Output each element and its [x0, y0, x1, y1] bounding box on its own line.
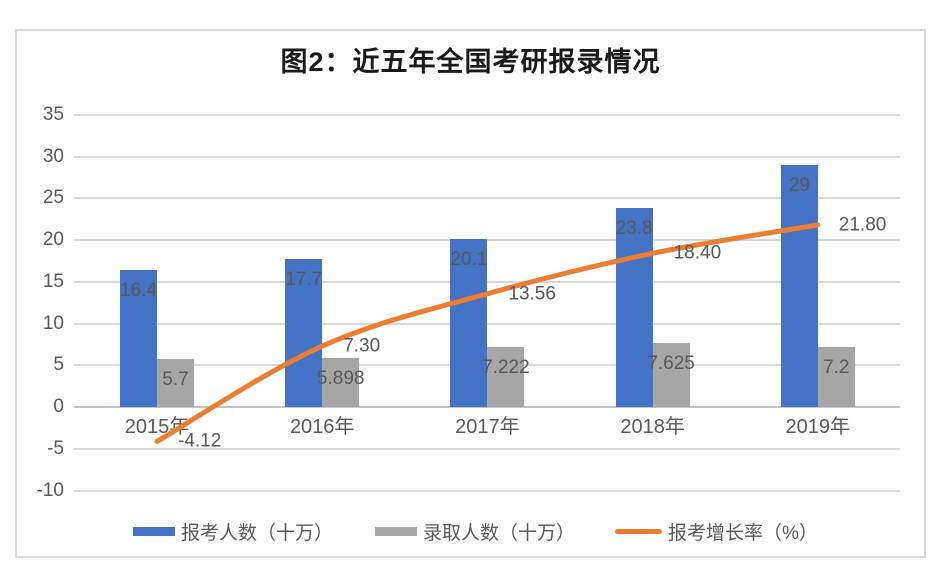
- x-axis-category-label: 2019年: [785, 416, 851, 438]
- bar-data-label: 17.7: [285, 269, 323, 291]
- legend-label-admitted: 录取人数（十万）: [423, 522, 576, 544]
- y-axis-tick-label: 20: [42, 229, 64, 250]
- chart-title: 图2：近五年全国考研报录情况: [280, 47, 661, 77]
- y-axis-tick-label: 35: [42, 103, 64, 125]
- bar-admitted: [817, 346, 855, 407]
- legend-marker-growth-rate-icon: [615, 528, 662, 534]
- y-axis-tick-label: -5: [47, 437, 64, 459]
- bar-data-label: 7.2: [823, 356, 850, 378]
- y-axis-tick-label: 25: [42, 187, 64, 209]
- line-data-label: 13.56: [508, 283, 556, 305]
- bar-data-label: 23.8: [615, 218, 653, 240]
- bar-data-label: 20.1: [450, 249, 488, 271]
- gridline: [74, 197, 900, 200]
- legend-label-growth-rate: 报考增长率（%）: [668, 522, 818, 544]
- legend-item-applicants: 报考人数（十万）: [133, 519, 334, 544]
- legend-label-applicants: 报考人数（十万）: [181, 522, 334, 544]
- legend-item-growth-rate: 报考增长率（%）: [615, 519, 818, 544]
- gridline: [74, 447, 900, 450]
- x-axis-category-label: 2017年: [455, 416, 520, 438]
- y-axis-tick-label: 10: [42, 312, 64, 334]
- gridline: [74, 155, 900, 158]
- y-axis-tick-label: -10: [36, 479, 64, 501]
- x-axis-category-label: 2016年: [289, 416, 355, 438]
- legend-item-admitted: 录取人数（十万）: [375, 519, 576, 544]
- bar-applicants: [780, 164, 818, 407]
- legend-marker-admitted-icon: [375, 526, 417, 536]
- y-axis-tick-label: 15: [42, 270, 64, 292]
- bar-data-label: 7.625: [647, 353, 695, 375]
- line-data-label: 21.80: [838, 214, 887, 236]
- x-axis-category-label: 2018年: [620, 416, 685, 438]
- bar-data-label: 16.4: [120, 280, 157, 302]
- bar-data-label: 29: [788, 174, 810, 196]
- bar-data-label: 5.7: [162, 369, 189, 391]
- legend-marker-applicants-icon: [133, 526, 175, 536]
- line-data-label: -4.12: [178, 430, 222, 452]
- bar-data-label: 5.898: [316, 367, 365, 389]
- bar-applicants: [120, 270, 157, 407]
- gridline: [74, 489, 900, 492]
- y-axis-tick-label: 0: [53, 396, 64, 417]
- y-axis-tick-label: 30: [42, 145, 64, 167]
- line-data-label: 7.30: [343, 335, 381, 357]
- line-data-label: 18.40: [673, 242, 722, 264]
- y-axis-tick-label: 5: [53, 354, 64, 376]
- gridline: [74, 113, 900, 116]
- bar-data-label: 7.222: [482, 356, 530, 378]
